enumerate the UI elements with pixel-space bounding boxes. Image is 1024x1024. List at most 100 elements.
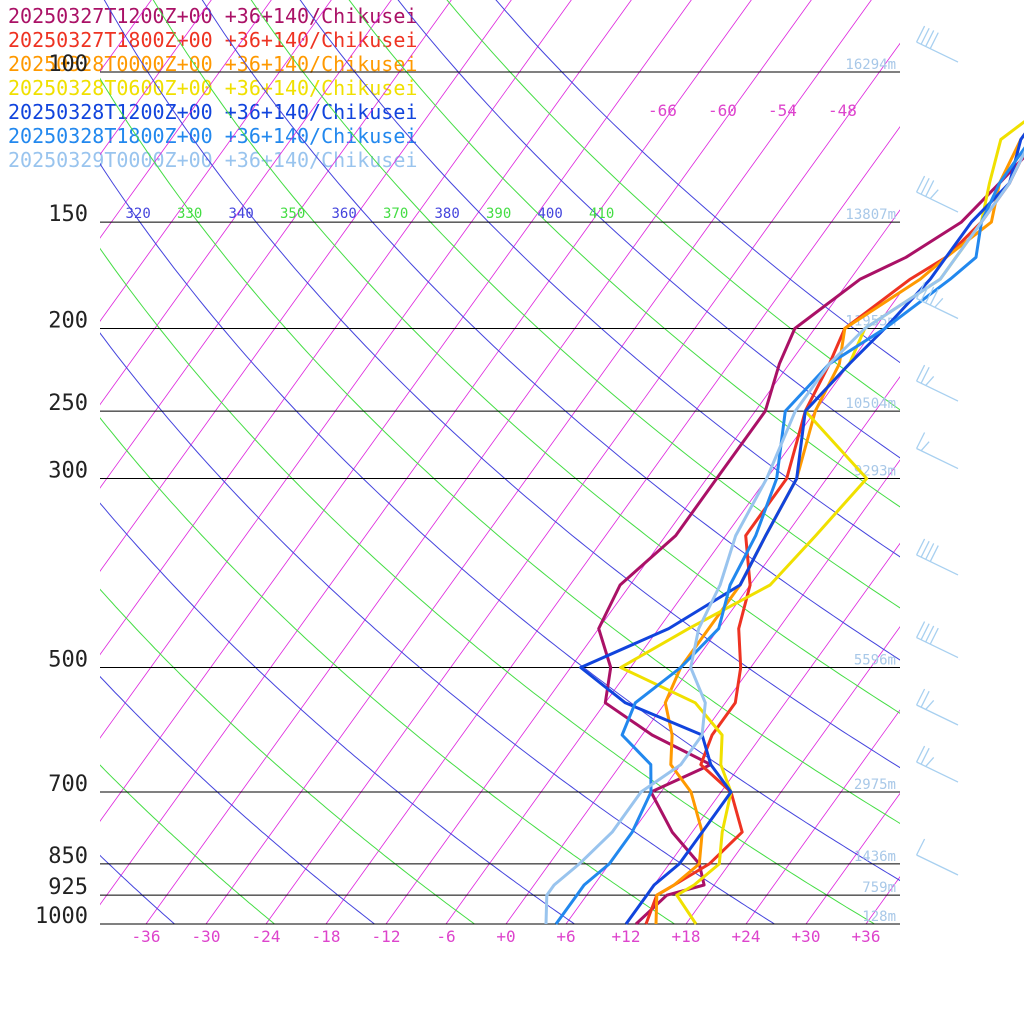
x-tick-label: -12 — [372, 927, 401, 946]
dry-adiabat-line — [201, 0, 900, 661]
wind-barb — [915, 688, 959, 726]
dry-adiabat-line — [495, 0, 900, 364]
x-tick-label: +30 — [792, 927, 821, 946]
series-line-1 — [644, 150, 1024, 925]
wind-barb — [915, 745, 959, 783]
x-tick-label: -24 — [252, 927, 281, 946]
dry-adiabat-line — [250, 0, 900, 609]
series-line-2 — [654, 132, 1024, 925]
isotherm-line — [100, 0, 632, 739]
dry-adiabat-line — [348, 0, 900, 508]
sounding-series — [544, 120, 1024, 926]
pressure-label: 150 — [48, 202, 88, 227]
isotherm-label: -60 — [708, 101, 737, 120]
dry-adiabat-line — [100, 764, 276, 924]
isotherm-line — [100, 0, 692, 822]
series-line-5 — [554, 146, 1024, 925]
pressure-label: 250 — [48, 391, 88, 416]
isotherm-line — [685, 626, 900, 924]
wind-barb — [915, 364, 959, 402]
height-label: 128m — [862, 909, 896, 925]
isotherm-line — [145, 0, 812, 924]
dry-adiabat-line — [100, 77, 900, 824]
height-label: 13807m — [845, 207, 896, 223]
theta-label: 410 — [589, 206, 614, 222]
theta-label: 360 — [332, 206, 357, 222]
pressure-label: 700 — [48, 772, 88, 797]
x-tick-label: -30 — [192, 927, 221, 946]
dry-adiabat-line — [397, 0, 900, 459]
isotherm-line — [100, 0, 452, 489]
x-tick-label: -18 — [312, 927, 341, 946]
legend-entry: 20250328T1800Z+00 +36+140/Chikusei — [8, 124, 418, 148]
dry-adiabat-line — [152, 0, 900, 714]
isotherm-line — [625, 542, 900, 924]
wind-barb — [915, 838, 959, 876]
x-tick-label: -6 — [436, 927, 455, 946]
isotherm-label: -66 — [648, 101, 677, 120]
dry-adiabat-line — [100, 854, 176, 924]
dry-adiabat-line — [100, 247, 876, 924]
x-tick-label: +36 — [852, 927, 881, 946]
isotherm-line — [100, 0, 512, 572]
dry-adiabat-line — [100, 675, 376, 924]
plot-area: 310 320 330 340 350 360 370 380 390 400 410 — [0, 0, 1024, 924]
wind-barb — [915, 25, 959, 63]
isotherm-line — [0, 0, 300, 924]
isotherm-line — [265, 42, 900, 924]
theta-label: 330 — [177, 206, 202, 222]
pressure-label: 200 — [48, 309, 88, 334]
x-tick-label: +12 — [612, 927, 641, 946]
theta-label: 340 — [229, 206, 254, 222]
height-label: 16294m — [845, 57, 896, 73]
wind-barb — [915, 621, 959, 659]
isotherm-line — [565, 459, 900, 924]
x-tick-label: +6 — [556, 927, 575, 946]
height-label: 5596m — [854, 653, 896, 669]
theta-label: 400 — [538, 206, 563, 222]
isotherm-line — [0, 0, 180, 924]
isotherm-line — [100, 0, 752, 906]
isotherm-line — [100, 0, 392, 406]
x-tick-label: +24 — [732, 927, 761, 946]
pressure-label: 300 — [48, 459, 88, 484]
wind-barbs — [915, 25, 959, 876]
x-tick-label: +18 — [672, 927, 701, 946]
pressure-label: 500 — [48, 648, 88, 673]
theta-label: 390 — [486, 206, 511, 222]
x-tick-label: +0 — [496, 927, 515, 946]
dry-adiabat-line — [100, 332, 776, 924]
dry-adiabat-line — [299, 0, 900, 558]
x-tick-label: -36 — [132, 927, 161, 946]
dry-adiabat-line — [100, 588, 476, 924]
dry-adiabat-line — [100, 162, 900, 882]
theta-label: 350 — [280, 206, 305, 222]
isotherm-line — [445, 292, 900, 924]
series-line-6 — [544, 150, 1024, 925]
isotherm-line — [325, 126, 900, 924]
height-label: 2975m — [854, 777, 896, 793]
wind-barb — [915, 282, 959, 320]
series-line-0 — [597, 155, 1024, 926]
theta-label: 320 — [126, 206, 151, 222]
isotherm-line — [205, 0, 872, 924]
height-label: 759m — [862, 880, 896, 896]
legend-entry: 20250329T0000Z+00 +36+140/Chikusei — [8, 148, 418, 172]
isotherm-line — [100, 0, 572, 656]
pressure-label: 100 — [48, 52, 88, 77]
dry-adiabat-line — [446, 0, 900, 411]
isotherm-line — [926, 0, 1024, 924]
isotherm-label: -54 — [768, 101, 797, 120]
dry-adiabat-line — [100, 502, 576, 924]
wind-barb — [915, 175, 959, 213]
isotherm-line — [385, 209, 900, 924]
height-label: 10504m — [845, 396, 896, 412]
series-line-3 — [619, 120, 1024, 925]
pressure-label: 925 — [48, 875, 88, 900]
wind-barb — [915, 538, 959, 576]
isotherm-line — [505, 376, 900, 924]
theta-label: 380 — [435, 206, 460, 222]
dry-adiabat-line — [100, 417, 676, 924]
theta-label: 370 — [383, 206, 408, 222]
